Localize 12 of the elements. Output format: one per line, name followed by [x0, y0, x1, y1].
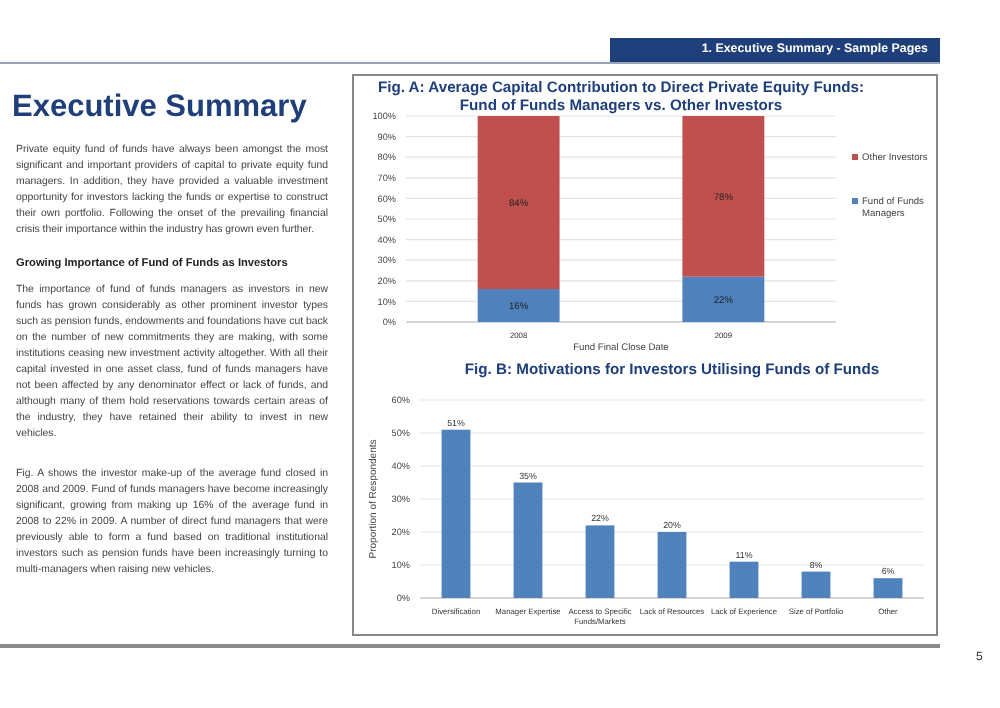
bar	[682, 116, 765, 277]
bar	[729, 561, 759, 598]
bar	[801, 571, 831, 598]
bar	[585, 525, 615, 598]
bar	[441, 429, 471, 598]
bar	[477, 116, 560, 290]
bar	[657, 532, 687, 598]
bar	[682, 276, 765, 322]
text: Executive Summary	[12, 90, 307, 126]
bar	[873, 578, 903, 598]
bar	[513, 482, 543, 598]
bar	[477, 289, 560, 322]
